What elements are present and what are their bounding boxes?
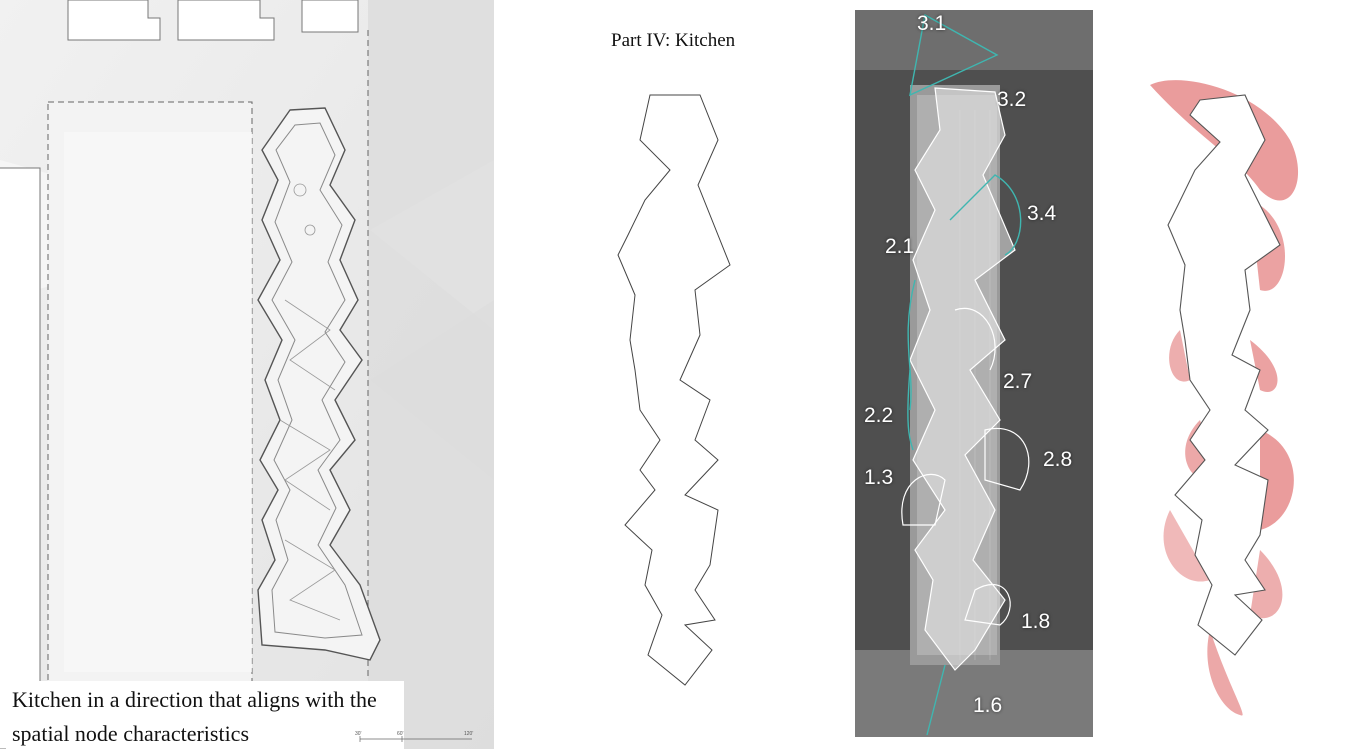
kitchen-outline-drawing (617, 94, 731, 686)
node-label: 1.8 (1021, 610, 1051, 633)
scale-bar: 30' 60' 120' (355, 731, 473, 742)
scale-label: 120' (464, 731, 473, 737)
site-photo-drawing (855, 10, 1093, 737)
site-plan-panel: Kitchen in a direction that aligns with … (0, 0, 494, 749)
node-label: 2.8 (1043, 448, 1073, 471)
scale-label: 30' (355, 731, 362, 737)
node-label: 2.2 (864, 404, 894, 427)
node-label: 3.2 (997, 88, 1027, 111)
node-label: 3.4 (1027, 202, 1057, 225)
node-label: 1.3 (864, 466, 894, 489)
node-label: 2.7 (1003, 370, 1033, 393)
node-label: 2.1 (885, 235, 915, 258)
site-photo-panel: 3.1 3.2 3.4 2.1 2.7 2.2 2.8 1.3 1.8 1.6 (855, 10, 1093, 737)
node-label: 3.1 (917, 12, 947, 35)
plan-caption: Kitchen in a direction that aligns with … (6, 681, 404, 749)
node-label: 1.6 (973, 694, 1003, 717)
site-plan-drawing (0, 0, 494, 749)
kitchen-shadow-diagram (1150, 80, 1299, 716)
section-title: Part IV: Kitchen (611, 30, 736, 51)
scale-label: 60' (397, 731, 404, 737)
